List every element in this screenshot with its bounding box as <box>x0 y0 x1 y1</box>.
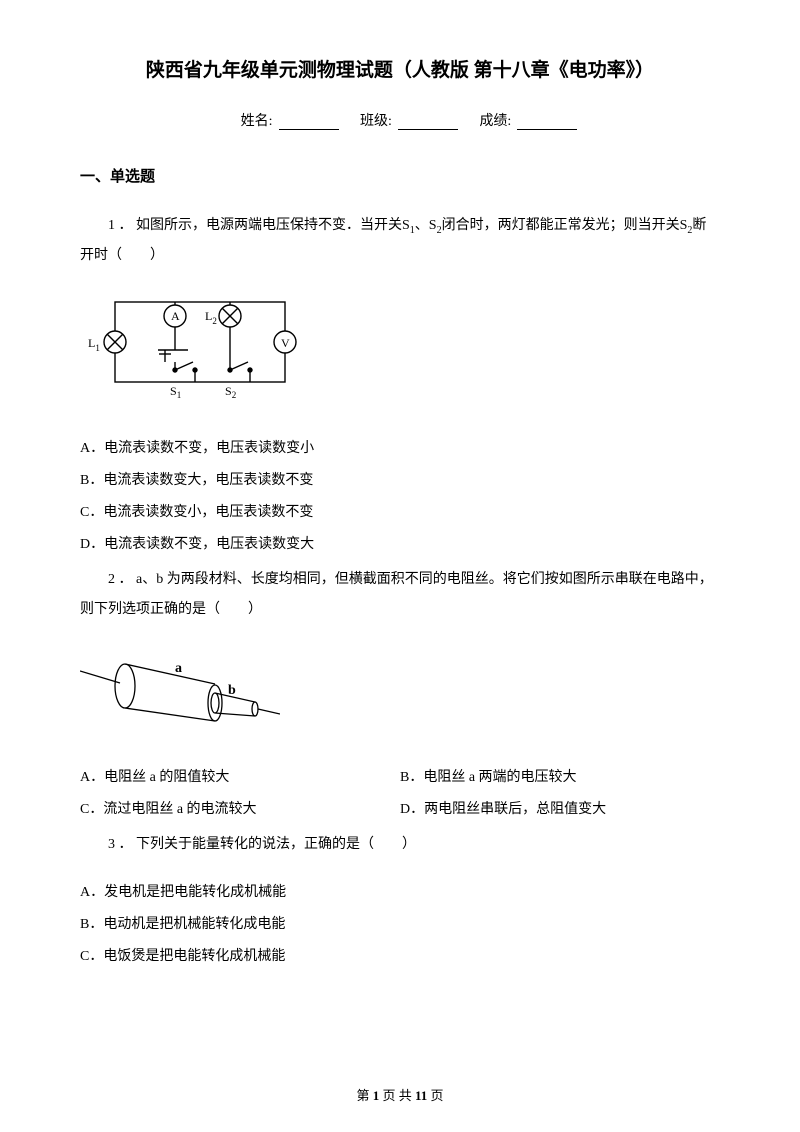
d1-L2s: 2 <box>212 316 217 326</box>
d1-A: A <box>171 309 180 323</box>
q3-body: 下列关于能量转化的说法，正确的是（ ） <box>133 837 417 852</box>
q3-optC: C．电饭煲是把电能转化成机械能 <box>80 945 720 965</box>
q1-options: A．电流表读数不变，电压表读数变小 B．电流表读数变大，电压表读数不变 C．电流… <box>80 437 720 553</box>
q1-diagram: L1 A L2 V S1 S2 <box>80 292 720 412</box>
q1-optD: D．电流表读数不变，电压表读数变大 <box>80 533 720 553</box>
d1-V: V <box>281 336 290 350</box>
q1-num: 1 ． <box>108 218 133 233</box>
q3-options: A．发电机是把电能转化成机械能 B．电动机是把机械能转化成电能 C．电饭煲是把电… <box>80 881 720 965</box>
d1-L1s: 1 <box>95 343 100 353</box>
d1-S1s: 1 <box>177 390 182 400</box>
q1-text: 1 ． 如图所示，电源两端电压保持不变．当开关S1、S2闭合时，两灯都能正常发光… <box>80 211 720 270</box>
svg-text:L2: L2 <box>205 309 217 326</box>
class-label: 班级: <box>360 114 392 129</box>
q3-num: 3 ． <box>108 837 133 852</box>
d2-a: a <box>175 661 182 676</box>
question-1: 1 ． 如图所示，电源两端电压保持不变．当开关S1、S2闭合时，两灯都能正常发光… <box>80 211 720 270</box>
q3-optB: B．电动机是把机械能转化成电能 <box>80 913 720 933</box>
q2-text: 2 ． a、b 为两段材料、长度均相同，但横截面积不同的电阻丝。将它们按如图所示… <box>80 565 720 624</box>
q1-s1: S <box>402 218 410 233</box>
q1-optC: C．电流表读数变小，电压表读数不变 <box>80 501 720 521</box>
q2-num: 2 ． <box>108 572 133 587</box>
q2-optD: D．两电阻丝串联后，总阻值变大 <box>400 798 720 818</box>
q2-optA: A．电阻丝 a 的阻值较大 <box>80 766 400 786</box>
q1-tb: 、 <box>415 218 429 233</box>
q1-optB: B．电流表读数变大，电压表读数不变 <box>80 469 720 489</box>
q2-body: a、b 为两段材料、长度均相同，但横截面积不同的电阻丝。将它们按如图所示串联在电… <box>80 572 713 616</box>
q3-text: 3 ． 下列关于能量转化的说法，正确的是（ ） <box>80 830 720 859</box>
page-footer: 第 1 页 共 11 页 <box>0 1085 800 1104</box>
footer-b: 页 共 <box>379 1088 415 1103</box>
page-title: 陕西省九年级单元测物理试题（人教版 第十八章《电功率》） <box>80 55 720 82</box>
q1-s2: S <box>429 218 437 233</box>
question-3: 3 ． 下列关于能量转化的说法，正确的是（ ） <box>80 830 720 859</box>
q2-optC: C．流过电阻丝 a 的电流较大 <box>80 798 400 818</box>
question-2: 2 ． a、b 为两段材料、长度均相同，但横截面积不同的电阻丝。将它们按如图所示… <box>80 565 720 624</box>
d2-b: b <box>228 683 236 698</box>
footer-total: 11 <box>415 1088 427 1103</box>
q1-ta: 如图所示，电源两端电压保持不变．当开关 <box>133 218 403 233</box>
name-blank[interactable] <box>279 129 339 130</box>
q2-options: A．电阻丝 a 的阻值较大 B．电阻丝 a 两端的电压较大 C．流过电阻丝 a … <box>80 766 720 830</box>
footer-a: 第 <box>356 1088 372 1103</box>
info-row: 姓名: 班级: 成绩: <box>80 110 720 130</box>
svg-text:S2: S2 <box>225 384 236 400</box>
footer-c: 页 <box>427 1088 443 1103</box>
svg-text:L1: L1 <box>88 336 100 353</box>
q3-optA: A．发电机是把电能转化成机械能 <box>80 881 720 901</box>
q2-optB: B．电阻丝 a 两端的电压较大 <box>400 766 720 786</box>
d1-S2: S <box>225 384 232 398</box>
svg-text:S1: S1 <box>170 384 181 400</box>
d1-L2: L <box>205 309 212 323</box>
section-1-heading: 一、单选题 <box>80 165 720 186</box>
d1-S2s: 2 <box>232 390 237 400</box>
name-label: 姓名: <box>241 114 273 129</box>
d1-L1: L <box>88 336 95 350</box>
q1-tc: 闭合时，两灯都能正常发光；则当开关 <box>442 218 680 233</box>
d1-S1: S <box>170 384 177 398</box>
score-label: 成绩: <box>479 114 511 129</box>
class-blank[interactable] <box>398 129 458 130</box>
score-blank[interactable] <box>517 129 577 130</box>
q2-diagram: a b <box>80 646 720 741</box>
q1-optA: A．电流表读数不变，电压表读数变小 <box>80 437 720 457</box>
